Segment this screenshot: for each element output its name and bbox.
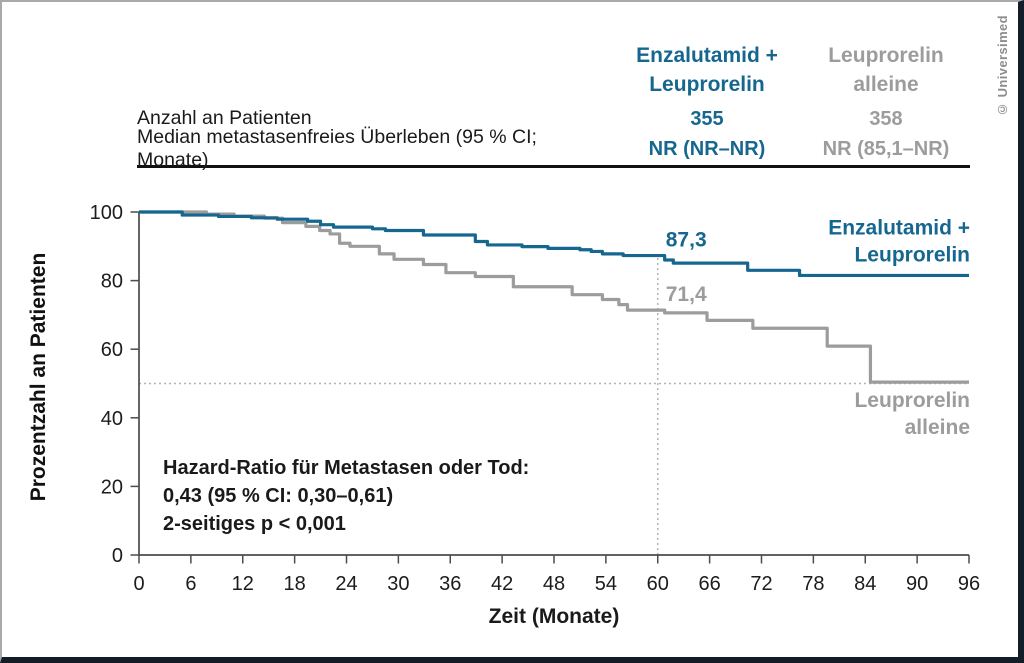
x-tick-label: 0 xyxy=(133,573,144,595)
x-tick-label: 72 xyxy=(750,573,772,595)
legend-label: Enzalutamid + xyxy=(828,217,970,240)
x-tick-label: 84 xyxy=(854,573,876,595)
x-tick-label: 42 xyxy=(491,573,513,595)
y-tick-label: 0 xyxy=(112,545,123,567)
x-tick-label: 90 xyxy=(906,573,928,595)
x-tick-label: 54 xyxy=(595,573,617,595)
y-axis-title: Prozentzahl an Patienten xyxy=(27,252,50,502)
table-value-median-enzalutamid: NR (NR–NR) xyxy=(648,138,766,160)
x-tick-label: 78 xyxy=(802,573,824,595)
chart-plot-area: 0 6 12 18 24 30 36 42 48 54 60 66 72 78 84 90 96 0 20 40 60 8… xyxy=(90,202,981,595)
x-tick-label: 60 xyxy=(647,573,669,595)
hazard-ratio-text: Hazard-Ratio für Metastasen oder Tod: xyxy=(163,457,529,479)
table-header-leuprorelin-alleine: Leuprorelin alleine xyxy=(828,44,944,96)
curve-enzalutamid-leuprorelin xyxy=(139,210,969,278)
curve-leuprorelin-alleine xyxy=(139,210,969,384)
table-value-n-enzalutamid: 355 xyxy=(690,107,724,130)
legend-label: alleine xyxy=(905,416,970,439)
legend-label: Leuprorelin xyxy=(854,389,970,412)
table-value-median-leuprorelin: NR (85,1–NR) xyxy=(822,138,950,160)
x-axis-title: Zeit (Monate) xyxy=(489,605,620,628)
y-tick-label: 80 xyxy=(101,271,123,293)
table-row-label-median: Median metastasenfreies Überleben (95 % … xyxy=(137,125,537,171)
x-tick-label: 66 xyxy=(699,573,721,595)
x-tick-label: 96 xyxy=(958,573,980,595)
copyright-text: © Universimed xyxy=(995,15,1010,117)
y-tick-label: 100 xyxy=(90,202,123,224)
x-tick-label: 30 xyxy=(387,573,409,595)
curve-annotation: 87,3 xyxy=(666,229,707,252)
table-corner-spacer xyxy=(137,38,612,104)
legend-label: Leuprorelin xyxy=(854,244,970,267)
x-tick-label: 48 xyxy=(543,573,565,595)
table-value-n-leuprorelin: 358 xyxy=(869,107,903,130)
x-tick-label: 12 xyxy=(232,573,254,595)
y-tick-label: 20 xyxy=(101,476,123,498)
x-tick-label: 18 xyxy=(284,573,306,595)
x-tick-label: 24 xyxy=(335,573,357,595)
hazard-ratio-text: 0,43 (95 % CI: 0,30–0,61) xyxy=(163,485,393,507)
km-survival-chart: 0 6 12 18 24 30 36 42 48 54 60 66 72 78 84 90 96 0 20 40 60 8… xyxy=(90,202,981,628)
y-tick-label: 60 xyxy=(101,339,123,361)
y-tick-label: 40 xyxy=(101,408,123,430)
table-row-label-anzahl: Anzahl an Patienten xyxy=(137,106,312,129)
table-header-enzalutamid-leuprorelin: Enzalutamid + Leuprorelin xyxy=(636,44,778,96)
summary-table: Enzalutamid + Leuprorelin Leuprorelin al… xyxy=(137,38,970,171)
x-tick-label: 36 xyxy=(439,573,461,595)
hazard-ratio-text: 2-seitiges p < 0,001 xyxy=(163,513,346,535)
x-tick-label: 6 xyxy=(185,573,196,595)
curve-annotation: 71,4 xyxy=(666,283,707,306)
